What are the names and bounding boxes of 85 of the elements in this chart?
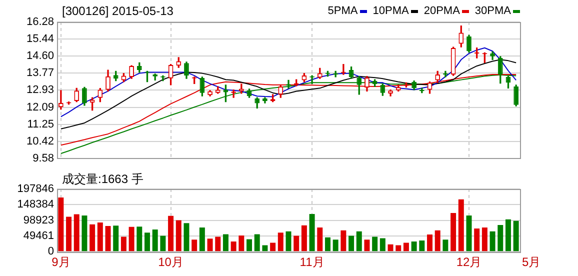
bar [184, 223, 190, 252]
bar [340, 230, 346, 252]
bar [380, 238, 386, 252]
bar [505, 219, 511, 252]
bar [192, 240, 198, 252]
bar [364, 240, 370, 252]
bar [419, 240, 425, 252]
candlestick [58, 90, 64, 110]
bar [82, 216, 88, 252]
bar [458, 199, 464, 252]
x-tick-label: 11月 [300, 255, 324, 270]
bar [176, 220, 182, 252]
bar [136, 226, 142, 252]
bar [74, 214, 80, 252]
bar [254, 234, 260, 252]
legend-label: 5PMA [328, 5, 359, 17]
bar [490, 231, 496, 252]
bar [309, 214, 315, 252]
bar [348, 236, 354, 252]
bar [246, 239, 252, 252]
bar [474, 228, 480, 252]
y-tick-label: 98923 [23, 214, 54, 226]
bar [58, 197, 64, 252]
y-tick-label: 10.42 [26, 135, 54, 148]
y-tick-label: 49461 [23, 230, 54, 242]
bar [427, 234, 432, 252]
chart-title: 成交量:1663 手 [62, 171, 144, 188]
bar [160, 236, 166, 252]
legend-label: 20PMA [424, 5, 461, 17]
y-tick-label: 15.44 [26, 33, 54, 46]
bar [262, 245, 268, 252]
bar [388, 244, 394, 252]
y-tick-label: 14.60 [26, 50, 54, 62]
bar [113, 226, 119, 252]
bar [434, 230, 440, 252]
y-tick-label: 9.58 [32, 152, 54, 164]
y-tick-label: 0 [48, 246, 54, 258]
bar [215, 236, 221, 252]
bar [286, 231, 292, 252]
bar [301, 225, 307, 252]
y-tick-label: 12.09 [26, 101, 54, 114]
bar [411, 241, 417, 252]
bar [482, 228, 488, 252]
bar [238, 235, 244, 252]
legend-label: 10PMA [372, 5, 410, 17]
bar [450, 213, 456, 252]
bar [332, 240, 338, 252]
bar [128, 226, 134, 252]
bar [97, 222, 103, 252]
bar [403, 242, 409, 252]
x-tick-label: 10月 [158, 255, 184, 270]
bar [222, 234, 228, 252]
x-tick-label: 9月 [52, 255, 70, 270]
y-tick-label: 11.25 [27, 118, 54, 130]
bar [152, 229, 158, 252]
bar [168, 216, 174, 252]
bar [513, 220, 519, 252]
text: 5月 [522, 254, 541, 269]
y-tick-label: 13.77 [26, 67, 54, 80]
bar [466, 216, 472, 252]
bar [66, 216, 72, 252]
bar [90, 224, 96, 252]
bar [230, 241, 236, 252]
legend-label: 30PMA [474, 5, 512, 17]
bar [120, 236, 126, 252]
bar [356, 231, 362, 252]
bar [317, 228, 323, 252]
y-tick-label: 148384 [17, 198, 54, 211]
x-tick-label: 12月 [456, 255, 482, 270]
bar [207, 238, 213, 252]
bar [442, 240, 448, 252]
y-tick-label: 197846 [17, 183, 54, 196]
chart-title: [300126] 2015-05-13 [62, 4, 174, 18]
y-tick-label: 16.28 [26, 16, 54, 28]
bar [324, 237, 330, 252]
bar [278, 232, 284, 252]
bar [199, 228, 205, 252]
bar [294, 236, 300, 252]
bar [498, 225, 504, 252]
bar [144, 232, 150, 252]
y-tick-label: 12.93 [26, 84, 54, 96]
bar [372, 236, 378, 252]
bar [105, 226, 111, 252]
bar [270, 242, 276, 252]
bar [396, 245, 402, 252]
